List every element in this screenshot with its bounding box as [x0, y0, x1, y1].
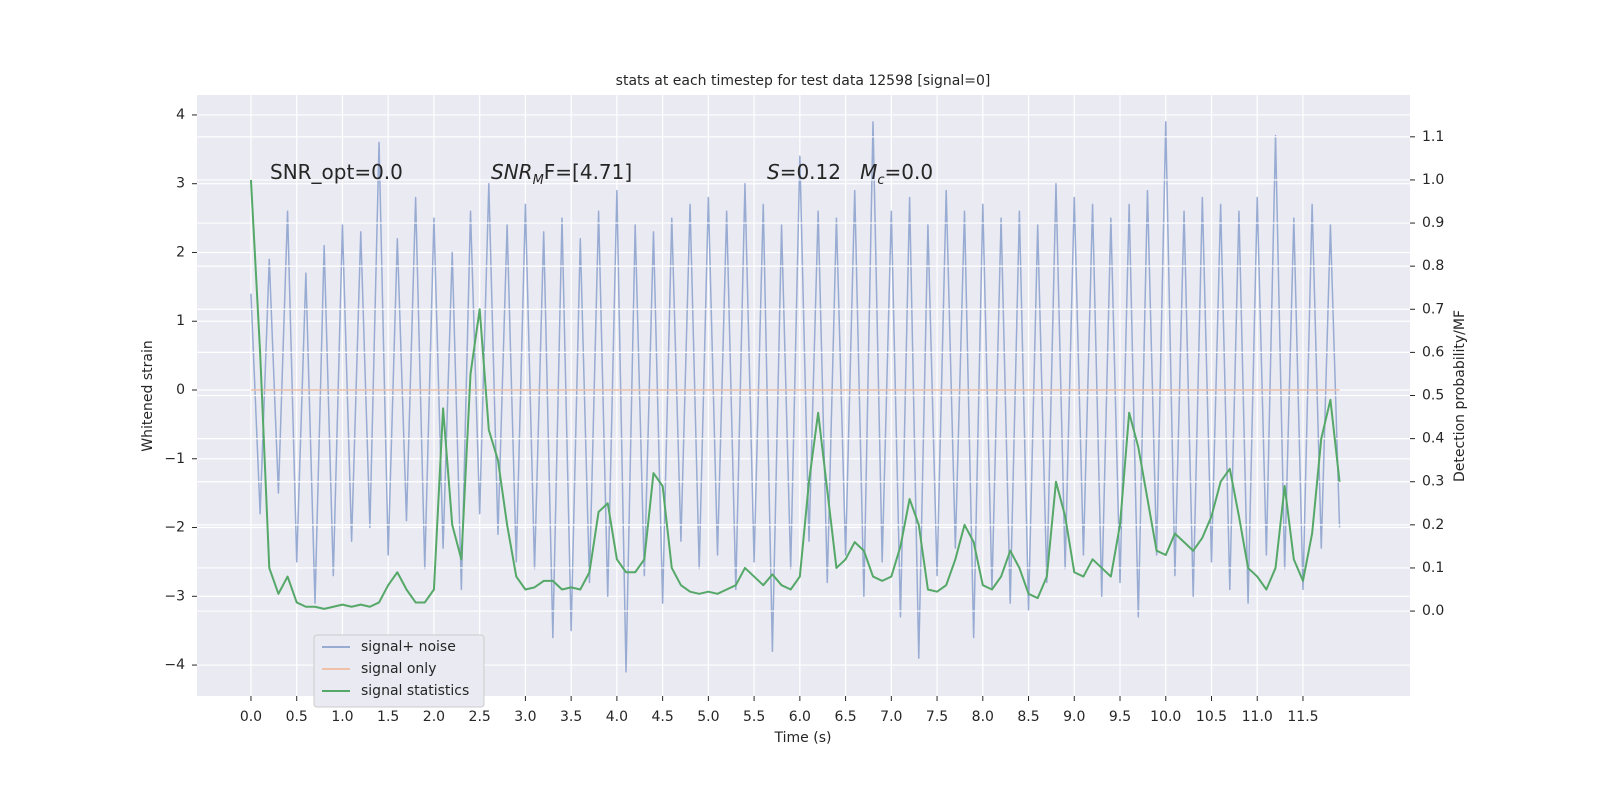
x-tick-label: 10.5: [1196, 709, 1227, 725]
y-tick-label: 3: [176, 176, 185, 192]
y-tick-label: −2: [164, 520, 185, 536]
y-tick-label: 0: [176, 382, 185, 398]
x-tick-label: 3.5: [560, 709, 582, 725]
x-tick-label: 10.0: [1150, 709, 1181, 725]
y2-tick-label: 0.4: [1422, 431, 1444, 447]
x-tick-label: 6.0: [789, 709, 811, 725]
annotation: SNRMF=[4.71]: [491, 160, 632, 189]
y-tick-label: 1: [176, 313, 185, 329]
y-tick-label: −4: [164, 657, 185, 673]
x-tick-label: 0.5: [286, 709, 308, 725]
x-tick-label: 9.0: [1063, 709, 1085, 725]
x-tick-label: 2.0: [423, 709, 445, 725]
annotation-part: =0.12: [780, 160, 860, 184]
annotation-part: SNR_opt=0.0: [270, 160, 403, 184]
x-tick-label: 7.0: [880, 709, 902, 725]
y2-tick-label: 0.3: [1422, 474, 1444, 490]
x-tick-label: 1.5: [377, 709, 399, 725]
y-tick-label: 4: [176, 107, 185, 123]
annotation: SNR_opt=0.0: [270, 160, 403, 184]
x-tick-label: 11.0: [1242, 709, 1273, 725]
x-tick-label: 8.5: [1017, 709, 1039, 725]
legend-label: signal statistics: [361, 683, 469, 699]
x-tick-label: 8.0: [972, 709, 994, 725]
x-tick-label: 4.0: [606, 709, 628, 725]
annotation-part: F=[4.71]: [544, 160, 632, 184]
y2-tick-label: 1.0: [1422, 172, 1444, 188]
annotation-part: M: [860, 160, 877, 184]
x-tick-label: 0.0: [240, 709, 262, 725]
y2-tick-label: 0.7: [1422, 301, 1444, 317]
annotation: S=0.12 Mc=0.0: [767, 160, 933, 189]
series-line: [250, 121, 1341, 673]
x-tick-label: 3.0: [514, 709, 536, 725]
annotation-part: SNR: [491, 160, 533, 184]
y2-tick-label: 0.0: [1422, 603, 1444, 619]
x-tick-label: 2.5: [469, 709, 491, 725]
annotation-part: S: [767, 160, 780, 184]
y2-tick-label: 0.2: [1422, 517, 1444, 533]
x-tick-label: 1.0: [331, 709, 353, 725]
x-tick-label: 5.0: [697, 709, 719, 725]
annotation-part: M: [533, 173, 544, 188]
x-tick-label: 4.5: [651, 709, 673, 725]
annotation-part: c: [877, 173, 884, 188]
chart-title: stats at each timestep for test data 125…: [616, 73, 991, 89]
x-tick-label: 9.5: [1109, 709, 1131, 725]
legend-label: signal+ noise: [361, 639, 456, 655]
x-tick-label: 11.5: [1287, 709, 1318, 725]
y-tick-label: −3: [164, 588, 185, 604]
y2-tick-label: 0.9: [1422, 215, 1444, 231]
y2-tick-label: 0.6: [1422, 344, 1444, 360]
x-axis-label: Time (s): [774, 730, 832, 746]
y2-tick-label: 1.1: [1422, 129, 1444, 145]
annotation-part: =0.0: [885, 160, 934, 184]
y-axis-label: Whitened strain: [140, 340, 156, 451]
legend-box: [313, 634, 485, 708]
y2-tick-label: 0.1: [1422, 560, 1444, 576]
y-tick-label: −1: [164, 451, 185, 467]
y2-tick-label: 0.5: [1422, 388, 1444, 404]
x-tick-label: 6.5: [834, 709, 856, 725]
y-tick-label: 2: [176, 244, 185, 260]
x-tick-label: 5.5: [743, 709, 765, 725]
y2-tick-label: 0.8: [1422, 258, 1444, 274]
legend-label: signal only: [361, 661, 436, 677]
series-line: [249, 179, 1341, 610]
x-tick-label: 7.5: [926, 709, 948, 725]
y2-axis-label: Detection probability/MF: [1452, 310, 1468, 482]
